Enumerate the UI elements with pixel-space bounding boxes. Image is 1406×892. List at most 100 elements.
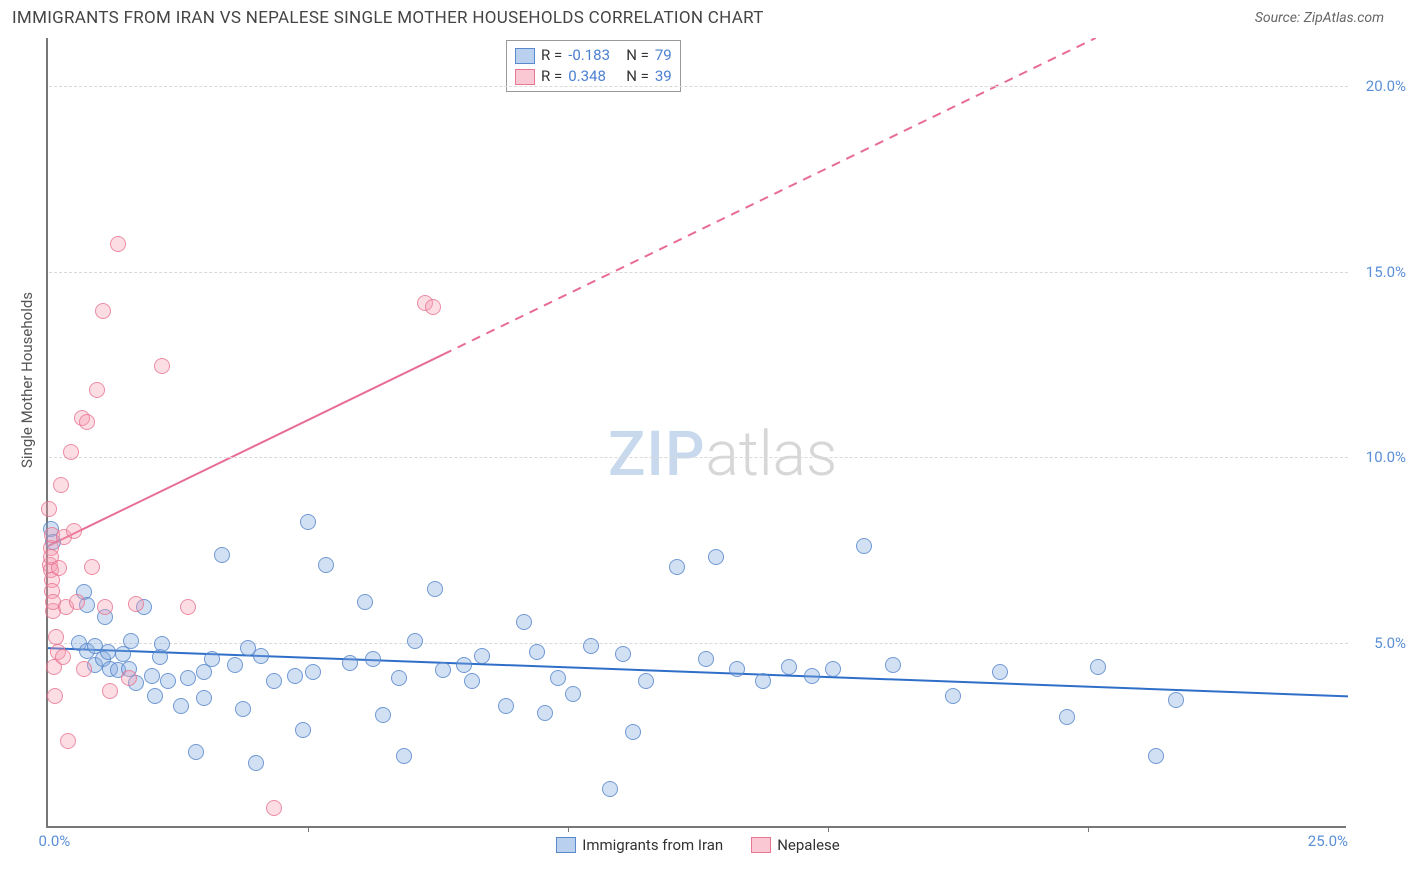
data-point-iran [266,673,282,689]
data-point-nepalese [121,670,137,686]
data-point-iran [196,690,212,706]
data-point-iran [498,698,514,714]
r-value: -0.183 [568,45,620,66]
data-point-iran [160,673,176,689]
swatch-blue-icon [556,837,576,853]
data-point-nepalese [89,382,105,398]
r-label: R = [541,66,562,87]
data-point-iran [123,633,139,649]
gridline-horizontal [49,272,1348,273]
data-point-iran [295,722,311,738]
n-label: N = [626,45,649,66]
data-point-iran [856,538,872,554]
data-point-iran [755,673,771,689]
data-point-iran [708,549,724,565]
data-point-nepalese [53,477,69,493]
data-point-iran [300,514,316,530]
data-point-iran [391,670,407,686]
gridline-horizontal [49,86,1348,87]
legend-label: Immigrants from Iran [582,836,723,854]
data-point-iran [375,707,391,723]
data-point-nepalese [51,560,67,576]
data-point-iran [456,657,472,673]
data-point-iran [516,614,532,630]
data-point-nepalese [60,733,76,749]
data-point-iran [537,705,553,721]
n-label: N = [626,66,649,87]
data-point-nepalese [76,661,92,677]
data-point-iran [287,668,303,684]
plot-region: ZIPatlas R = -0.183 N = 79 R = 0.348 N =… [46,38,1346,828]
data-point-iran [1090,659,1106,675]
data-point-iran [1148,748,1164,764]
data-point-iran [464,673,480,689]
data-point-iran [357,594,373,610]
data-point-iran [305,664,321,680]
n-value: 79 [655,45,672,66]
n-value: 39 [655,66,672,87]
y-tick-label: 15.0% [1351,263,1406,281]
data-point-iran [365,651,381,667]
y-tick-label: 5.0% [1351,634,1406,652]
watermark-atlas: atlas [706,418,838,491]
data-point-iran [825,661,841,677]
data-point-nepalese [102,683,118,699]
trend-line [48,354,443,546]
y-tick-label: 10.0% [1351,448,1406,466]
data-point-iran [204,651,220,667]
data-point-iran [583,638,599,654]
data-point-iran [154,636,170,652]
data-point-nepalese [180,599,196,615]
swatch-pink-icon [515,69,535,85]
data-point-iran [638,673,654,689]
data-point-nepalese [95,303,111,319]
x-tick-mark [828,826,829,832]
data-point-nepalese [63,444,79,460]
data-point-iran [235,701,251,717]
data-point-iran [529,644,545,660]
x-tick-mark [1088,826,1089,832]
data-point-iran [318,557,334,573]
x-tick-label: 25.0% [1308,832,1348,850]
data-point-iran [550,670,566,686]
data-point-iran [427,581,443,597]
data-point-iran [227,657,243,673]
r-label: R = [541,45,562,66]
x-tick-mark [568,826,569,832]
data-point-iran [669,559,685,575]
legend-item-iran: Immigrants from Iran [556,836,723,854]
data-point-nepalese [425,299,441,315]
swatch-pink-icon [751,837,771,853]
data-point-iran [100,644,116,660]
data-point-iran [396,748,412,764]
stats-legend: R = -0.183 N = 79 R = 0.348 N = 39 [506,40,681,92]
x-tick-mark [308,826,309,832]
x-tick-label: 0.0% [38,832,70,850]
data-point-iran [992,664,1008,680]
stats-legend-row: R = -0.183 N = 79 [515,45,672,66]
data-point-nepalese [110,236,126,252]
data-point-iran [885,657,901,673]
chart-title: IMMIGRANTS FROM IRAN VS NEPALESE SINGLE … [12,8,764,28]
source-attribution: Source: ZipAtlas.com [1255,10,1384,26]
source-name: ZipAtlas.com [1304,10,1384,26]
r-value: 0.348 [568,66,620,87]
y-axis-title: Single Mother Households [18,292,36,468]
data-point-iran [253,648,269,664]
data-point-iran [615,646,631,662]
data-point-iran [248,755,264,771]
data-point-iran [804,668,820,684]
chart-area: ZIPatlas R = -0.183 N = 79 R = 0.348 N =… [46,38,1346,828]
source-prefix: Source: [1255,10,1304,26]
data-point-iran [144,668,160,684]
chart-header: IMMIGRANTS FROM IRAN VS NEPALESE SINGLE … [0,0,1406,32]
data-point-nepalese [41,501,57,517]
data-point-nepalese [47,688,63,704]
data-point-nepalese [79,414,95,430]
data-point-iran [214,547,230,563]
data-point-iran [407,633,423,649]
data-point-nepalese [266,800,282,816]
data-point-iran [435,662,451,678]
data-point-iran [342,655,358,671]
data-point-iran [698,651,714,667]
